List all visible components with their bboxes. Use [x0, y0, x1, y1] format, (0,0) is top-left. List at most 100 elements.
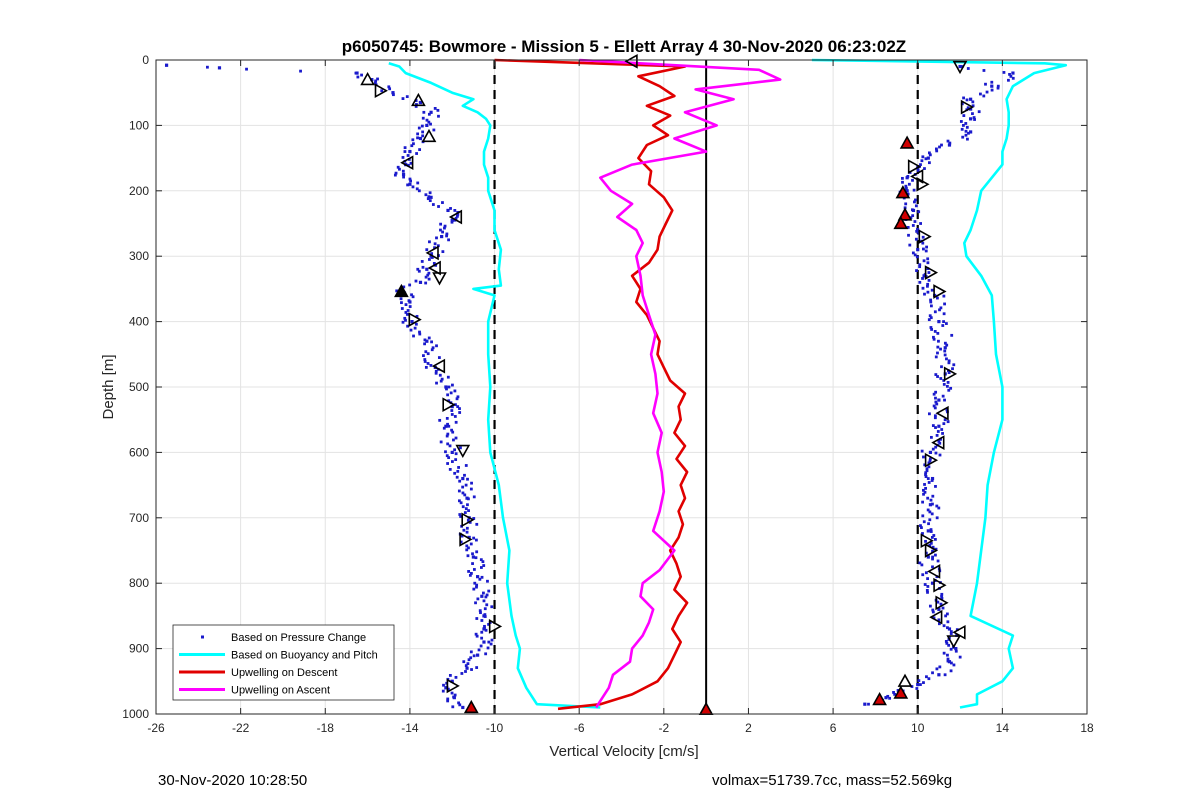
density-point	[439, 222, 443, 226]
density-point	[931, 671, 934, 675]
density-point	[479, 611, 482, 615]
density-point	[412, 334, 415, 338]
density-point	[421, 134, 425, 138]
density-point	[946, 653, 949, 657]
density-point	[449, 207, 452, 210]
data-point	[937, 398, 941, 402]
density-point	[459, 540, 463, 544]
density-point	[401, 320, 405, 324]
data-point	[471, 555, 475, 559]
density-point	[923, 167, 926, 170]
density-point	[918, 280, 922, 284]
density-point	[939, 347, 942, 351]
density-point	[423, 360, 427, 363]
density-point	[934, 426, 937, 429]
density-point	[945, 343, 949, 347]
density-point	[945, 384, 949, 388]
density-point	[929, 298, 932, 302]
density-point	[946, 420, 950, 424]
density-point	[950, 661, 953, 665]
density-point	[374, 81, 377, 85]
density-point	[948, 141, 952, 145]
density-point	[433, 106, 437, 110]
density-point	[450, 220, 454, 224]
density-point	[484, 628, 488, 632]
density-point	[435, 344, 438, 348]
x-tick-label: 2	[745, 721, 752, 735]
density-point	[919, 683, 922, 686]
density-point	[928, 518, 932, 522]
density-point	[443, 224, 447, 228]
density-point	[420, 124, 424, 128]
legend-swatch-dot	[201, 635, 204, 639]
plot-area: -26 -22 -18 -14 -10 -6 -2 2 6 10 14 180100200300400…	[122, 53, 1094, 735]
density-point	[933, 330, 937, 333]
triangle-marker	[933, 577, 947, 593]
y-tick-label: 400	[129, 315, 149, 329]
density-point	[893, 692, 897, 696]
density-point	[447, 238, 450, 242]
density-point	[977, 110, 981, 114]
density-point	[423, 358, 427, 361]
density-point	[466, 662, 470, 666]
density-point	[474, 556, 478, 560]
density-point	[942, 624, 946, 628]
density-point	[455, 214, 459, 218]
density-point	[946, 626, 949, 630]
triangle-marker	[459, 532, 473, 547]
density-point	[473, 581, 477, 585]
density-point	[931, 565, 934, 569]
density-point	[445, 232, 449, 236]
triangle-marker	[421, 128, 437, 143]
density-point	[947, 361, 951, 365]
density-point	[929, 528, 933, 531]
triangle-marker	[960, 99, 975, 115]
density-point	[939, 437, 942, 441]
density-point	[206, 65, 209, 69]
density-point	[920, 563, 924, 567]
density-point	[457, 489, 461, 493]
density-point	[454, 216, 458, 220]
data-point	[926, 529, 930, 533]
density-point	[942, 294, 946, 298]
density-point	[935, 667, 939, 671]
density-point	[482, 599, 486, 603]
density-point	[924, 471, 928, 475]
density-point	[421, 265, 425, 269]
data-point	[476, 575, 480, 579]
footer-timestamp: 30-Nov-2020 10:28:50	[158, 772, 308, 789]
density-point	[930, 288, 934, 292]
density-point	[949, 632, 953, 635]
density-point	[467, 546, 470, 550]
data-point	[446, 208, 450, 213]
density-point	[442, 683, 445, 687]
density-point	[406, 154, 410, 157]
triangle-marker	[488, 619, 503, 634]
data-point	[425, 123, 429, 127]
density-point	[935, 504, 939, 508]
density-point	[475, 585, 478, 589]
x-tick-label: -22	[232, 721, 250, 735]
density-point	[453, 209, 457, 212]
density-point	[926, 290, 930, 294]
triangle-marker	[952, 60, 968, 75]
density-point	[966, 106, 970, 110]
density-point	[926, 261, 930, 265]
density-point	[467, 509, 470, 513]
density-point	[926, 284, 929, 288]
density-point	[461, 505, 465, 509]
data-point	[217, 66, 222, 70]
triangle-markers	[360, 53, 975, 716]
density-point	[444, 450, 447, 454]
density-point	[454, 420, 458, 424]
density-point	[456, 405, 460, 409]
density-point	[964, 122, 968, 125]
x-tick-label: -14	[401, 721, 419, 735]
density-point	[450, 691, 454, 695]
data-point	[969, 130, 973, 134]
density-point	[915, 229, 919, 233]
density-point	[985, 90, 989, 94]
density-point	[467, 570, 471, 573]
density-point	[475, 550, 479, 554]
density-point	[971, 100, 975, 104]
